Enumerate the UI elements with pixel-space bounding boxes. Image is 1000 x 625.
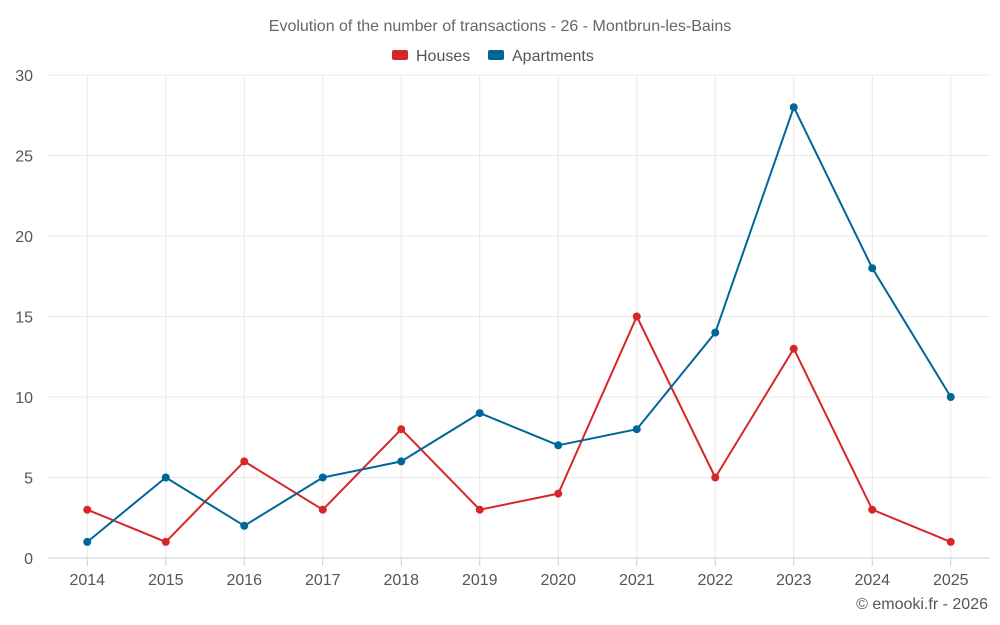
data-point-houses[interactable] [868, 505, 877, 514]
x-tick-label: 2014 [69, 572, 105, 589]
data-point-apartments[interactable] [318, 473, 327, 482]
chart-title: Evolution of the number of transactions … [269, 18, 731, 35]
legend-label-apartments: Apartments [512, 48, 594, 65]
y-tick-label: 15 [15, 310, 33, 327]
gridlines [48, 74, 990, 558]
x-tick-label: 2021 [619, 572, 655, 589]
data-point-apartments[interactable] [632, 425, 641, 434]
data-point-apartments[interactable] [789, 103, 798, 112]
x-tick-label: 2025 [933, 572, 969, 589]
credit-text: © emooki.fr - 2026 [856, 596, 988, 613]
x-tick-label: 2022 [697, 572, 733, 589]
legend: Houses Apartments [392, 48, 594, 65]
x-tick-label: 2024 [854, 572, 890, 589]
data-point-apartments[interactable] [83, 537, 92, 546]
y-tick-label: 20 [15, 229, 33, 246]
data-point-apartments[interactable] [946, 393, 955, 401]
series [83, 103, 955, 546]
data-point-apartments[interactable] [868, 264, 877, 273]
x-tick-label: 2015 [148, 572, 184, 589]
series-line-apartments[interactable] [86, 106, 952, 543]
data-point-houses[interactable] [632, 312, 641, 321]
data-point-houses[interactable] [711, 473, 720, 482]
data-point-houses[interactable] [475, 505, 484, 514]
series-line-houses[interactable] [86, 315, 952, 543]
x-tick-label: 2019 [462, 572, 498, 589]
data-point-houses[interactable] [240, 457, 249, 466]
y-tick-label: 25 [15, 149, 33, 166]
legend-item-houses[interactable]: Houses [392, 48, 470, 65]
data-point-apartments[interactable] [475, 409, 484, 418]
y-tick-label: 5 [24, 471, 33, 488]
data-point-houses[interactable] [83, 505, 92, 514]
x-tick-label: 2020 [540, 572, 576, 589]
x-tick-label: 2023 [776, 572, 812, 589]
data-point-houses[interactable] [789, 344, 798, 353]
data-point-houses[interactable] [318, 505, 327, 514]
x-tick-label: 2016 [226, 572, 262, 589]
legend-swatch-houses [392, 50, 408, 60]
data-point-houses[interactable] [554, 489, 563, 498]
data-point-apartments[interactable] [397, 457, 406, 466]
data-point-houses[interactable] [397, 425, 406, 434]
data-point-apartments[interactable] [554, 441, 563, 450]
legend-item-apartments[interactable]: Apartments [488, 48, 594, 65]
y-tick-label: 0 [24, 551, 33, 568]
y-tick-label: 10 [15, 390, 33, 407]
data-point-apartments[interactable] [161, 473, 170, 482]
x-tick-label: 2018 [383, 572, 419, 589]
legend-swatch-apartments [488, 50, 504, 60]
y-tick-label: 30 [15, 68, 33, 85]
legend-label-houses: Houses [416, 48, 470, 65]
data-point-apartments[interactable] [240, 521, 249, 530]
data-point-houses[interactable] [946, 537, 955, 546]
data-point-apartments[interactable] [711, 328, 720, 337]
x-tick-label: 2017 [305, 572, 341, 589]
data-point-houses[interactable] [161, 537, 170, 546]
